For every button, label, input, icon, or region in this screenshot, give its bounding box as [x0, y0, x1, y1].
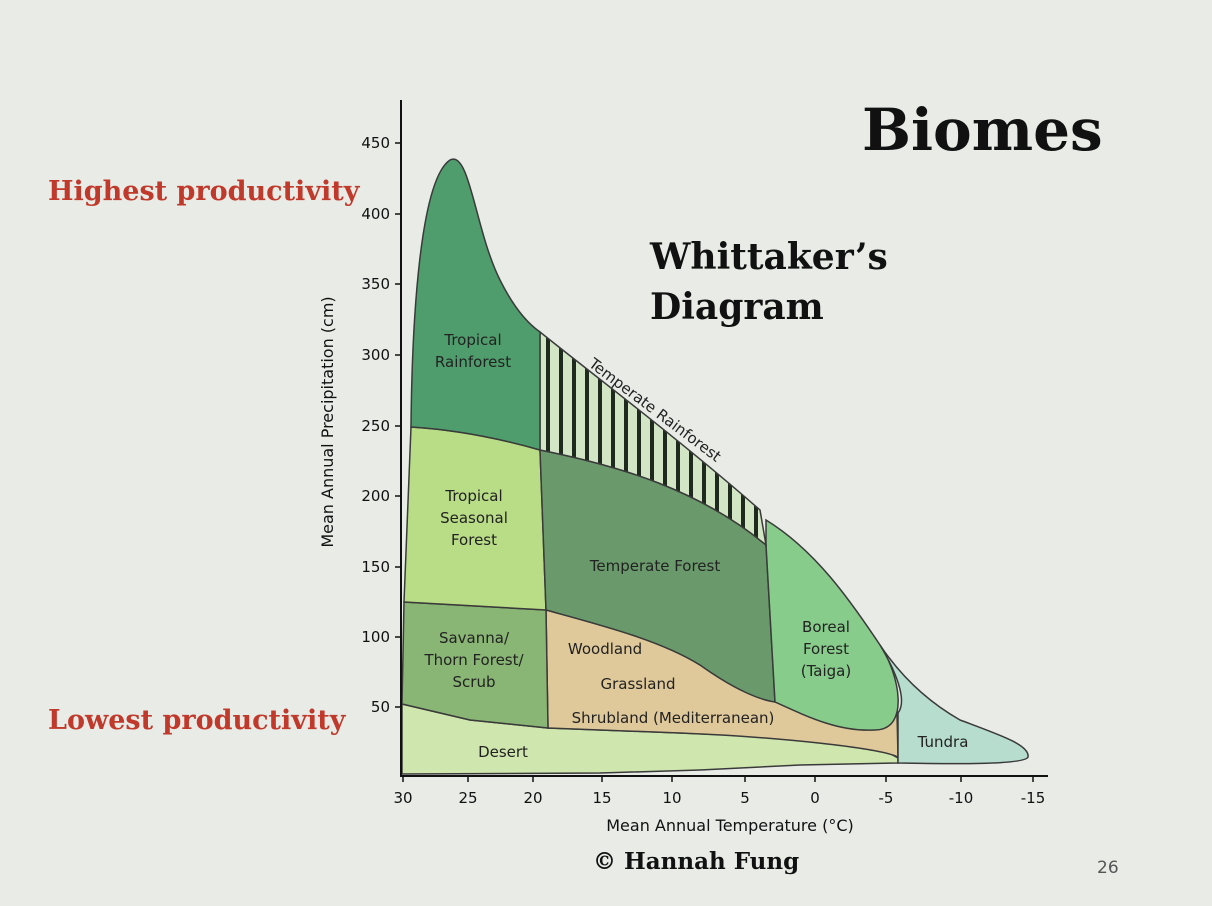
x-tick-label: -10: [949, 789, 974, 807]
y-tick-label: 100: [361, 628, 390, 646]
x-axis-ticks: [402, 776, 1034, 782]
tundra-region: [879, 644, 1029, 765]
x-tick-label: 30: [393, 789, 412, 807]
temperate-forest-label: Temperate Forest: [589, 557, 721, 575]
x-axis-tick-labels: 30 25 20 15 10 5 0 -5 -10 -15: [393, 789, 1045, 807]
boreal-forest-label-line: (Taiga): [801, 662, 851, 680]
x-tick-label: 0: [810, 789, 820, 807]
subtitle-line-2: Diagram: [650, 286, 824, 328]
savanna-label-line: Scrub: [453, 673, 496, 691]
subtitle-line-1: Whittaker’s: [650, 236, 888, 278]
y-tick-label: 250: [361, 417, 390, 435]
tropical-seasonal-forest-label-line: Seasonal: [440, 509, 508, 527]
slide-title: Biomes: [862, 96, 1103, 164]
highest-productivity-label: Highest productivity: [48, 176, 360, 207]
x-tick-label: 20: [523, 789, 542, 807]
tropical-seasonal-forest-label-line: Forest: [451, 531, 497, 549]
y-tick-label: 450: [361, 134, 390, 152]
shrubland-label: Shrubland (Mediterranean): [572, 709, 775, 727]
x-tick-label: 5: [740, 789, 750, 807]
copyright-credit: © Hannah Fung: [593, 848, 800, 875]
savanna-label: Savanna/ Thorn Forest/ Scrub: [423, 629, 524, 691]
y-axis-ticks: [395, 142, 401, 708]
tundra-label: Tundra: [917, 733, 969, 751]
y-axis-tick-labels: 50 100 150 200 250 300 350 400 450: [361, 134, 390, 716]
y-tick-label: 200: [361, 487, 390, 505]
grassland-label: Grassland: [601, 675, 676, 693]
boreal-forest-label-line: Forest: [803, 640, 849, 658]
lowest-productivity-label: Lowest productivity: [48, 705, 346, 736]
x-tick-label: 15: [592, 789, 611, 807]
x-tick-label: -5: [879, 789, 894, 807]
y-tick-label: 150: [361, 558, 390, 576]
tropical-rainforest-label: Tropical Rainforest: [435, 331, 511, 371]
x-tick-label: -15: [1021, 789, 1046, 807]
tropical-seasonal-forest-label: Tropical Seasonal Forest: [440, 487, 508, 549]
y-tick-label: 300: [361, 346, 390, 364]
page-number: 26: [1097, 858, 1119, 878]
y-axis-title: Mean Annual Precipitation (cm): [318, 296, 337, 547]
diagram-subtitle: Whittaker’s Diagram: [650, 232, 888, 332]
desert-label: Desert: [478, 743, 528, 761]
y-tick-label: 350: [361, 275, 390, 293]
boreal-forest-label: Boreal Forest (Taiga): [801, 618, 851, 680]
x-tick-label: 25: [458, 789, 477, 807]
x-tick-label: 10: [662, 789, 681, 807]
tropical-rainforest-region: [410, 158, 541, 451]
woodland-label: Woodland: [568, 640, 642, 658]
x-axis-title: Mean Annual Temperature (°C): [606, 816, 853, 835]
tropical-rainforest-label-line: Tropical: [443, 331, 501, 349]
savanna-label-line: Savanna/: [439, 629, 510, 647]
savanna-label-line: Thorn Forest/: [423, 651, 524, 669]
tropical-rainforest-label-line: Rainforest: [435, 353, 511, 371]
temperate-rainforest-region: [539, 330, 768, 547]
y-tick-label: 400: [361, 205, 390, 223]
boreal-forest-label-line: Boreal: [802, 618, 850, 636]
tropical-seasonal-forest-label-line: Tropical: [444, 487, 502, 505]
y-tick-label: 50: [371, 698, 390, 716]
boreal-forest-region: [765, 518, 899, 731]
